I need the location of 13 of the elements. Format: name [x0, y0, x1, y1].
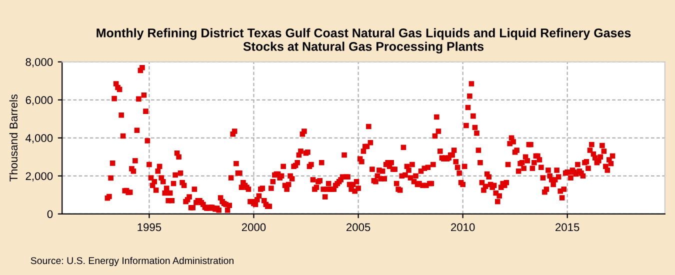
- chart-title: Monthly Refining District Texas Gulf Coast Natural Gas Liquids and Liquid Refinery Gases Stocks at Natural Gas Processing Plants: [96, 28, 631, 54]
- x-tick-label: 2000: [242, 223, 266, 232]
- x-tick-label: 2005: [346, 223, 370, 232]
- y-tick-label: 2,000: [26, 172, 53, 182]
- y-tick-label: 8,000: [26, 58, 53, 68]
- x-tick-label: 2010: [451, 223, 475, 232]
- source-note: Source: U.S. Energy Information Administration: [30, 256, 234, 266]
- y-axis-title: Thousand Barrels: [9, 94, 18, 182]
- y-tick-label: 0: [47, 210, 53, 218]
- x-tick-label: 2015: [556, 223, 580, 232]
- y-tick-label: 4,000: [26, 134, 53, 144]
- y-tick-label: 6,000: [26, 96, 53, 106]
- x-tick-label: 1995: [138, 223, 162, 232]
